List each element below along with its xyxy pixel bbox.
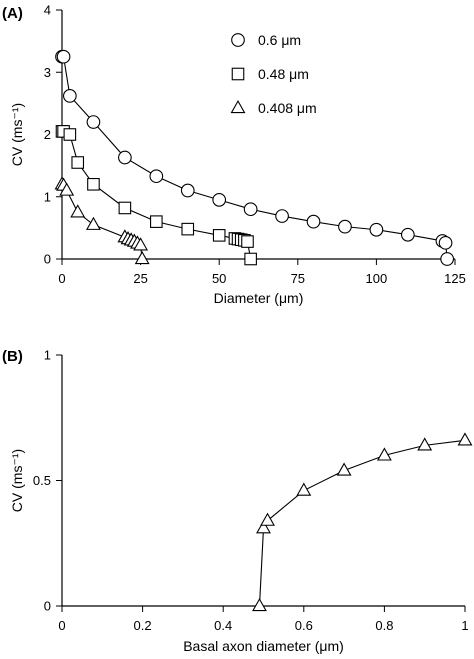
data-point-circle — [63, 89, 77, 103]
data-point-square — [212, 229, 226, 242]
y-tick-label: 0.5 — [33, 473, 51, 488]
y-axis-label: CV (ms⁻¹) — [9, 449, 25, 512]
data-point-square — [63, 128, 77, 141]
data-point-triangle — [59, 182, 75, 196]
y-axis-label: CV (ms⁻¹) — [9, 103, 25, 166]
panel-label: (B) — [2, 348, 23, 365]
legend-item: 0.6 μm — [231, 32, 301, 48]
data-point-circle — [118, 150, 132, 165]
legend: 0.6 μm 0.48 μm 0.408 μm — [230, 32, 317, 116]
data-point-circle — [438, 235, 453, 250]
series-square — [55, 125, 257, 266]
data-point-triangle — [336, 462, 352, 476]
legend-marker-square — [231, 67, 245, 81]
x-tick-label: 125 — [444, 271, 466, 286]
x-tick-label: 75 — [291, 271, 305, 286]
data-point-circle — [212, 193, 227, 207]
y-tick-label: 2 — [44, 127, 51, 142]
y-tick-label: 3 — [44, 65, 51, 80]
x-axis-label: Basal axon diameter (μm) — [183, 638, 344, 654]
y-tick-label: 4 — [44, 3, 51, 18]
x-tick-label: 0.8 — [375, 618, 393, 633]
data-point-circle — [275, 209, 289, 223]
data-point-square — [71, 156, 85, 169]
series-circle — [55, 49, 454, 266]
x-tick-label: 0 — [58, 618, 65, 633]
data-point-square — [150, 215, 163, 228]
legend-label: 0.48 μm — [258, 66, 309, 82]
chart-panel-a: (A) 0 1 2 3 4 0 25 50 75 100 125 Diameter (μm) CV (ms… — [2, 3, 466, 307]
data-point-circle — [306, 214, 321, 229]
legend-label: 0.6 μm — [258, 32, 301, 48]
data-point-circle — [369, 222, 384, 237]
x-tick-label: 50 — [212, 271, 226, 286]
data-point-square — [87, 178, 100, 191]
x-tick-label: 25 — [133, 271, 147, 286]
data-point-triangle — [252, 597, 267, 612]
data-point-triangle — [134, 250, 150, 265]
chart-panel-b: (B) 0 0.5 1 0 0.2 0.4 0.6 0.8 1 Basal axon diamete… — [2, 348, 473, 654]
data-point-circle — [149, 169, 164, 184]
data-point-triangle — [85, 216, 101, 230]
data-point-triangle — [376, 447, 392, 461]
data-point-square — [241, 235, 254, 248]
data-point-triangle — [296, 482, 312, 496]
legend-marker-triangle — [230, 99, 246, 114]
x-tick-label: 0.2 — [134, 618, 152, 633]
data-point-triangle — [256, 520, 271, 534]
data-point-triangle — [70, 204, 86, 218]
data-point-circle — [180, 183, 195, 198]
data-point-circle — [440, 252, 454, 266]
x-tick-label: 0 — [58, 271, 65, 286]
panel-label: (A) — [2, 5, 23, 22]
data-point-triangle — [133, 237, 149, 251]
y-tick-label: 1 — [44, 189, 51, 204]
x-tick-label: 1 — [461, 618, 468, 633]
legend-marker-circle — [231, 33, 245, 47]
x-axis-label: Diameter (μm) — [214, 290, 304, 306]
data-point-circle — [338, 219, 352, 234]
data-point-triangle — [260, 512, 275, 526]
data-point-circle — [86, 115, 101, 129]
legend-item: 0.48 μm — [231, 66, 309, 82]
x-tick-label: 0.4 — [214, 618, 232, 633]
data-point-triangle — [417, 437, 433, 451]
series-triangle — [54, 176, 150, 265]
data-point-triangle — [457, 432, 473, 446]
series-triangle — [252, 432, 473, 612]
y-tick-label: 0 — [44, 599, 51, 614]
data-point-square — [118, 201, 132, 215]
data-point-circle — [56, 49, 71, 64]
y-tick-label: 0 — [44, 252, 51, 267]
y-tick-label: 1 — [44, 348, 51, 363]
legend-item: 0.408 μm — [230, 99, 317, 116]
series-line — [258, 439, 466, 607]
x-tick-label: 0.6 — [295, 618, 313, 633]
legend-label: 0.408 μm — [258, 100, 317, 116]
data-point-circle — [243, 202, 258, 217]
data-point-square — [244, 252, 257, 266]
data-point-square — [181, 222, 195, 236]
data-point-circle — [400, 227, 415, 242]
x-tick-label: 100 — [366, 271, 388, 286]
